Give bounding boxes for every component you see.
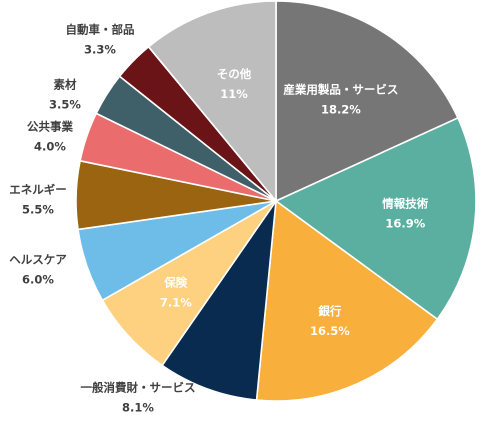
slice-name-label: 一般消費財・サービス (81, 381, 196, 395)
slice-name-label: 公共事業 (27, 120, 73, 134)
pie-labels: 産業用製品・サービス 18.2% 情報技術 16.9% 銀行 16.5% 一般消費財・サービ… (9, 23, 429, 415)
slice-value-label: 18.2% (321, 103, 361, 117)
pie-slice (147, 0, 277, 204)
slice-value-label: 3.3% (84, 43, 116, 57)
slice-value-label: 5.5% (22, 203, 54, 217)
slice-name-label: ヘルスケア (9, 253, 67, 267)
slice-value-label: 11% (220, 87, 248, 101)
pie-slice (275, 0, 459, 203)
slice-name-label: エネルギー (9, 183, 67, 197)
pie-slices (75, 0, 477, 402)
pie-slice (161, 198, 278, 401)
slice-value-label: 3.5% (49, 98, 81, 112)
slice-name-label: 産業用製品・サービス (283, 83, 398, 97)
slice-value-label: 16.5% (310, 324, 350, 338)
slice-name-label: その他 (217, 67, 252, 81)
slice-name-label: 銀行 (318, 304, 341, 318)
slice-value-label: 4.0% (34, 140, 66, 154)
slice-name-label: 自動車・部品 (66, 23, 135, 37)
pie-slice (274, 116, 477, 321)
pie-slice (255, 199, 439, 402)
slice-value-label: 8.1% (122, 401, 154, 415)
slice-name-label: 情報技術 (381, 197, 428, 211)
slice-value-label: 7.1% (160, 295, 192, 309)
slice-name-label: 保険 (163, 275, 187, 289)
slice-name-label: 素材 (54, 78, 77, 92)
slice-value-label: 6.0% (22, 273, 54, 287)
slice-value-label: 16.9% (385, 217, 425, 231)
